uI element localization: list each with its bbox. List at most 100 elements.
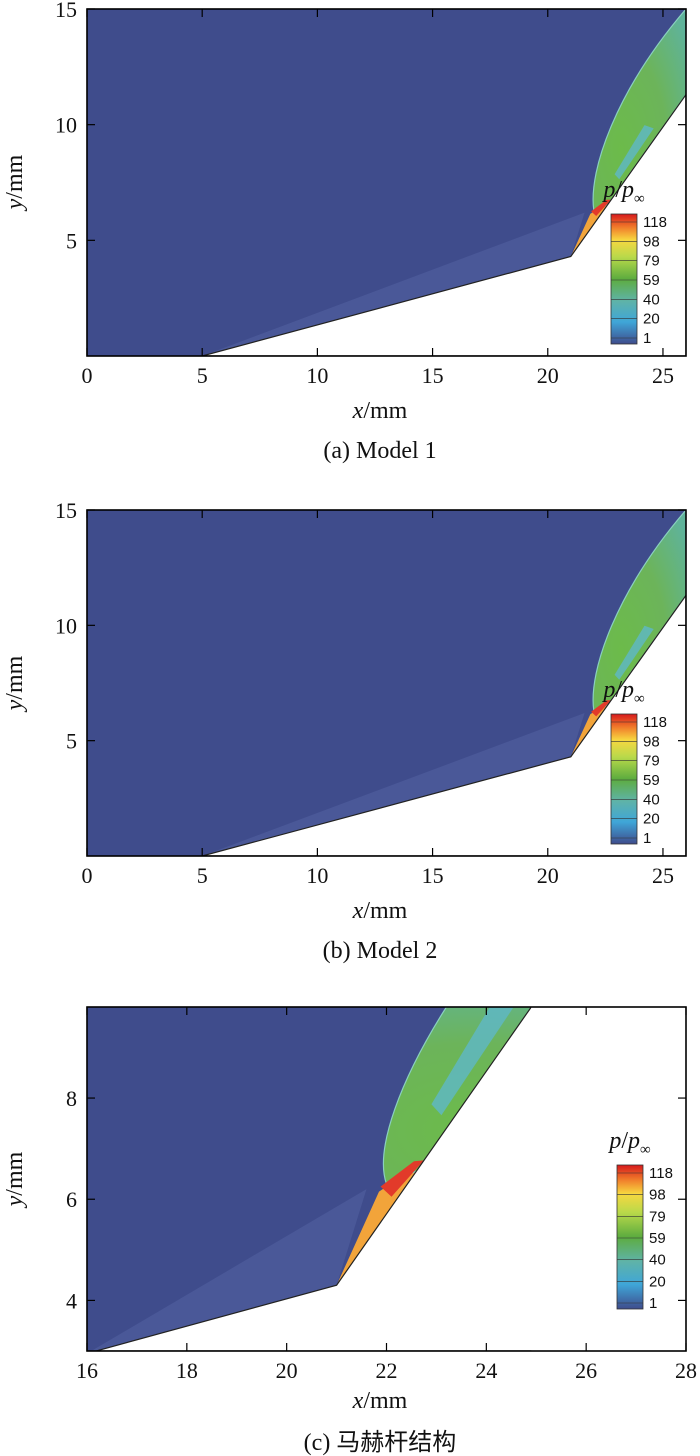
y-axis-unit: /mm: [2, 1151, 28, 1195]
plot-frame: [86, 8, 687, 357]
y-axis-unit: /mm: [2, 655, 28, 699]
y-axis: 5 10 15: [55, 498, 686, 754]
legend-level-label: 98: [643, 233, 660, 250]
legend-level-label: 79: [643, 253, 660, 270]
compressed-layer: [91, 1189, 367, 1351]
legend-level-label: 98: [643, 733, 660, 750]
x-tick-label: 10: [306, 863, 328, 888]
x-axis-title: x/mm: [352, 1388, 408, 1414]
y-tick-label: 8: [66, 1086, 77, 1111]
y-axis-variable: y: [2, 198, 28, 211]
expansion-region: [614, 625, 654, 680]
legend-title-subscript: ∞: [634, 691, 645, 707]
legend-title-p-inf: p: [620, 177, 634, 203]
x-tick-label: 18: [176, 1358, 198, 1383]
legend: p/p∞ 118 98 79 59 40 20 1: [607, 1128, 673, 1312]
legend: p/p∞ 118 98 79 59 40 20 1: [601, 177, 667, 347]
y-axis-title: y/mm: [2, 1151, 28, 1208]
legend-title-p: p: [601, 677, 615, 703]
panel-c: 16 18 20 22 24 26 28468x/mmy/mmp/p∞11898795940…: [2, 1006, 697, 1456]
expansion-region: [431, 1007, 514, 1116]
y-tick-label: 5: [66, 228, 77, 253]
legend-level-label: 1: [649, 1295, 657, 1312]
x-tick-label: 10: [306, 363, 328, 388]
x-axis-unit: /mm: [363, 898, 407, 924]
legend-title-p-inf: p: [626, 1128, 640, 1154]
x-tick-label: 26: [575, 1358, 597, 1383]
x-tick-label: 0: [82, 363, 93, 388]
y-axis-variable: y: [2, 1195, 28, 1208]
legend-title: p/p∞: [607, 1128, 650, 1158]
x-axis-title: x/mm: [352, 898, 408, 924]
legend-level-label: 79: [649, 1208, 666, 1225]
x-axis-variable: x: [352, 1388, 364, 1414]
pressure-field: [87, 1007, 686, 1351]
x-tick-label: 5: [197, 863, 208, 888]
y-tick-label: 10: [55, 113, 77, 138]
x-tick-label: 16: [76, 1358, 98, 1383]
mach-stem: [380, 1160, 424, 1197]
compressed-layer: [202, 713, 585, 856]
legend-level-label: 40: [643, 291, 660, 308]
legend-level-label: 40: [643, 791, 660, 808]
y-axis-title: y/mm: [2, 154, 28, 211]
wedge-surface: [202, 594, 686, 856]
freestream-region: [87, 510, 686, 856]
legend-title-subscript: ∞: [640, 1142, 651, 1158]
x-axis-unit: /mm: [363, 398, 407, 424]
y-tick-label: 4: [66, 1288, 77, 1313]
legend-colorbar: [610, 713, 638, 845]
y-tick-label: 15: [55, 498, 77, 523]
x-tick-label: 15: [422, 363, 444, 388]
x-tick-label: 25: [652, 363, 674, 388]
x-axis-unit: /mm: [363, 1388, 407, 1414]
legend-level-label: 79: [643, 753, 660, 770]
y-axis: 4 6 8: [66, 1086, 686, 1313]
legend-level-label: 98: [649, 1187, 666, 1204]
panel-caption: (b) Model 2: [323, 938, 438, 964]
mach-stem: [591, 700, 612, 717]
x-axis: 0 5 10 15 20 25: [82, 9, 674, 388]
x-tick-label: 24: [475, 1358, 497, 1383]
pressure-field: [87, 510, 686, 856]
legend-level-label: 59: [649, 1230, 666, 1247]
legend-title: p/p∞: [601, 177, 644, 207]
legend-colorbar: [616, 1164, 644, 1310]
legend-level-label: 20: [643, 811, 660, 828]
legend-level-label: 1: [643, 830, 651, 847]
x-tick-label: 0: [82, 863, 93, 888]
legend-title-subscript: ∞: [634, 191, 645, 207]
x-tick-label: 20: [276, 1358, 298, 1383]
y-tick-label: 5: [66, 729, 77, 754]
legend-level-label: 59: [643, 272, 660, 289]
mach-stem: [591, 199, 612, 216]
x-axis-variable: x: [352, 898, 364, 924]
legend-level-label: 118: [649, 1165, 673, 1182]
x-tick-label: 22: [376, 1358, 398, 1383]
x-tick-label: 15: [422, 863, 444, 888]
x-tick-label: 5: [197, 363, 208, 388]
y-axis-unit: /mm: [2, 154, 28, 198]
legend-title-p: p: [607, 1128, 621, 1154]
legend-title: p/p∞: [601, 677, 644, 707]
legend-level-label: 118: [643, 214, 667, 231]
x-axis: 0 5 10 15 20 25: [82, 510, 674, 888]
panel-caption: (c) 马赫杆结构: [304, 1429, 457, 1456]
legend-title-p: p: [601, 177, 615, 203]
post-shock-region: [592, 510, 686, 712]
panel-caption: (a) Model 1: [323, 438, 436, 464]
pressure-field: [87, 9, 686, 356]
freestream-region: [87, 9, 686, 356]
x-axis: 16 18 20 22 24 26 28: [76, 1007, 697, 1383]
legend-level-label: 118: [643, 714, 667, 731]
x-tick-label: 25: [652, 863, 674, 888]
x-tick-label: 20: [537, 863, 559, 888]
compressed-layer: [202, 212, 585, 356]
plot-frame: [86, 509, 687, 857]
post-shock-region: [592, 9, 686, 212]
legend: p/p∞ 118 98 79 59 40 20 1: [601, 677, 667, 847]
y-tick-label: 6: [66, 1187, 77, 1212]
y-tick-label: 15: [55, 0, 77, 22]
